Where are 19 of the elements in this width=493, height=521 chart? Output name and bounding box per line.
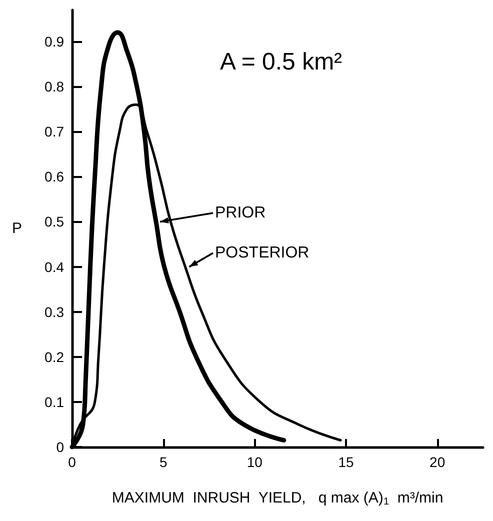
y-tick-label: 0.3: [44, 304, 64, 320]
x-tick-label: 15: [338, 454, 354, 470]
y-tick-label: 0.2: [44, 348, 64, 365]
y-tick-label: 0.9: [44, 34, 64, 50]
y-axis-title: P: [12, 220, 22, 237]
y-tick-label: 0.6: [44, 168, 64, 185]
legend-label: PRIOR: [215, 204, 266, 222]
y-tick-label: 0.8: [44, 78, 64, 95]
annotation: A = 0.5 km²: [220, 48, 342, 76]
y-tick-label: 0: [56, 439, 64, 455]
y-tick-label: 0.1: [44, 394, 64, 410]
legend-label: POSTERIOR: [215, 244, 310, 262]
x-tick-label: 20: [430, 454, 446, 470]
x-tick-label: 5: [159, 454, 168, 470]
y-tick-label: 0.7: [44, 124, 64, 140]
y-tick-label: 0.4: [44, 258, 64, 275]
y-tick-label: 0.5: [44, 214, 64, 230]
x-tick-label: 0: [68, 454, 76, 470]
x-tick-label: 10: [246, 454, 263, 470]
